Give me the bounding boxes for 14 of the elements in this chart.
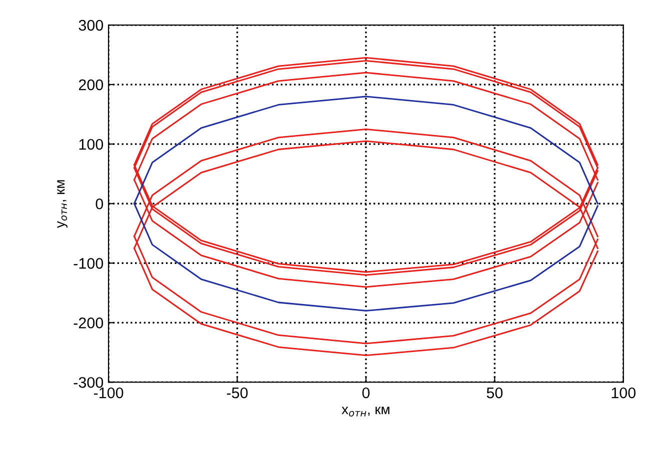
- y-tick-label: -100: [74, 258, 104, 269]
- y-tick-label: 100: [79, 138, 104, 150]
- x-tick-label: 100: [612, 387, 636, 398]
- y-tick-label: 0: [96, 198, 104, 210]
- x-axis-title: x$_{отн}$, км: [342, 406, 390, 417]
- x-tick-label: -100: [94, 387, 124, 398]
- x-tick-label: -50: [226, 387, 248, 398]
- x-tick-label: 50: [486, 387, 503, 398]
- y-tick-label: 200: [78, 79, 104, 90]
- y-tick-label: -200: [74, 318, 104, 328]
- y-tick-label: 300: [78, 20, 104, 31]
- x-tick-label: 0: [362, 387, 370, 398]
- y-tick-label: -300: [74, 377, 104, 388]
- y-axis-title: y$_{отн}$, км: [57, 180, 68, 228]
